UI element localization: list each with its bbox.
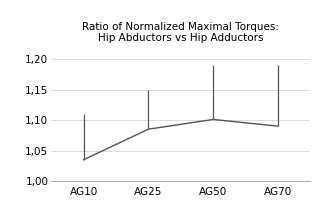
Title: Ratio of Normalized Maximal Torques:
Hip Abductors vs Hip Adductors: Ratio of Normalized Maximal Torques: Hip… [82, 22, 279, 43]
